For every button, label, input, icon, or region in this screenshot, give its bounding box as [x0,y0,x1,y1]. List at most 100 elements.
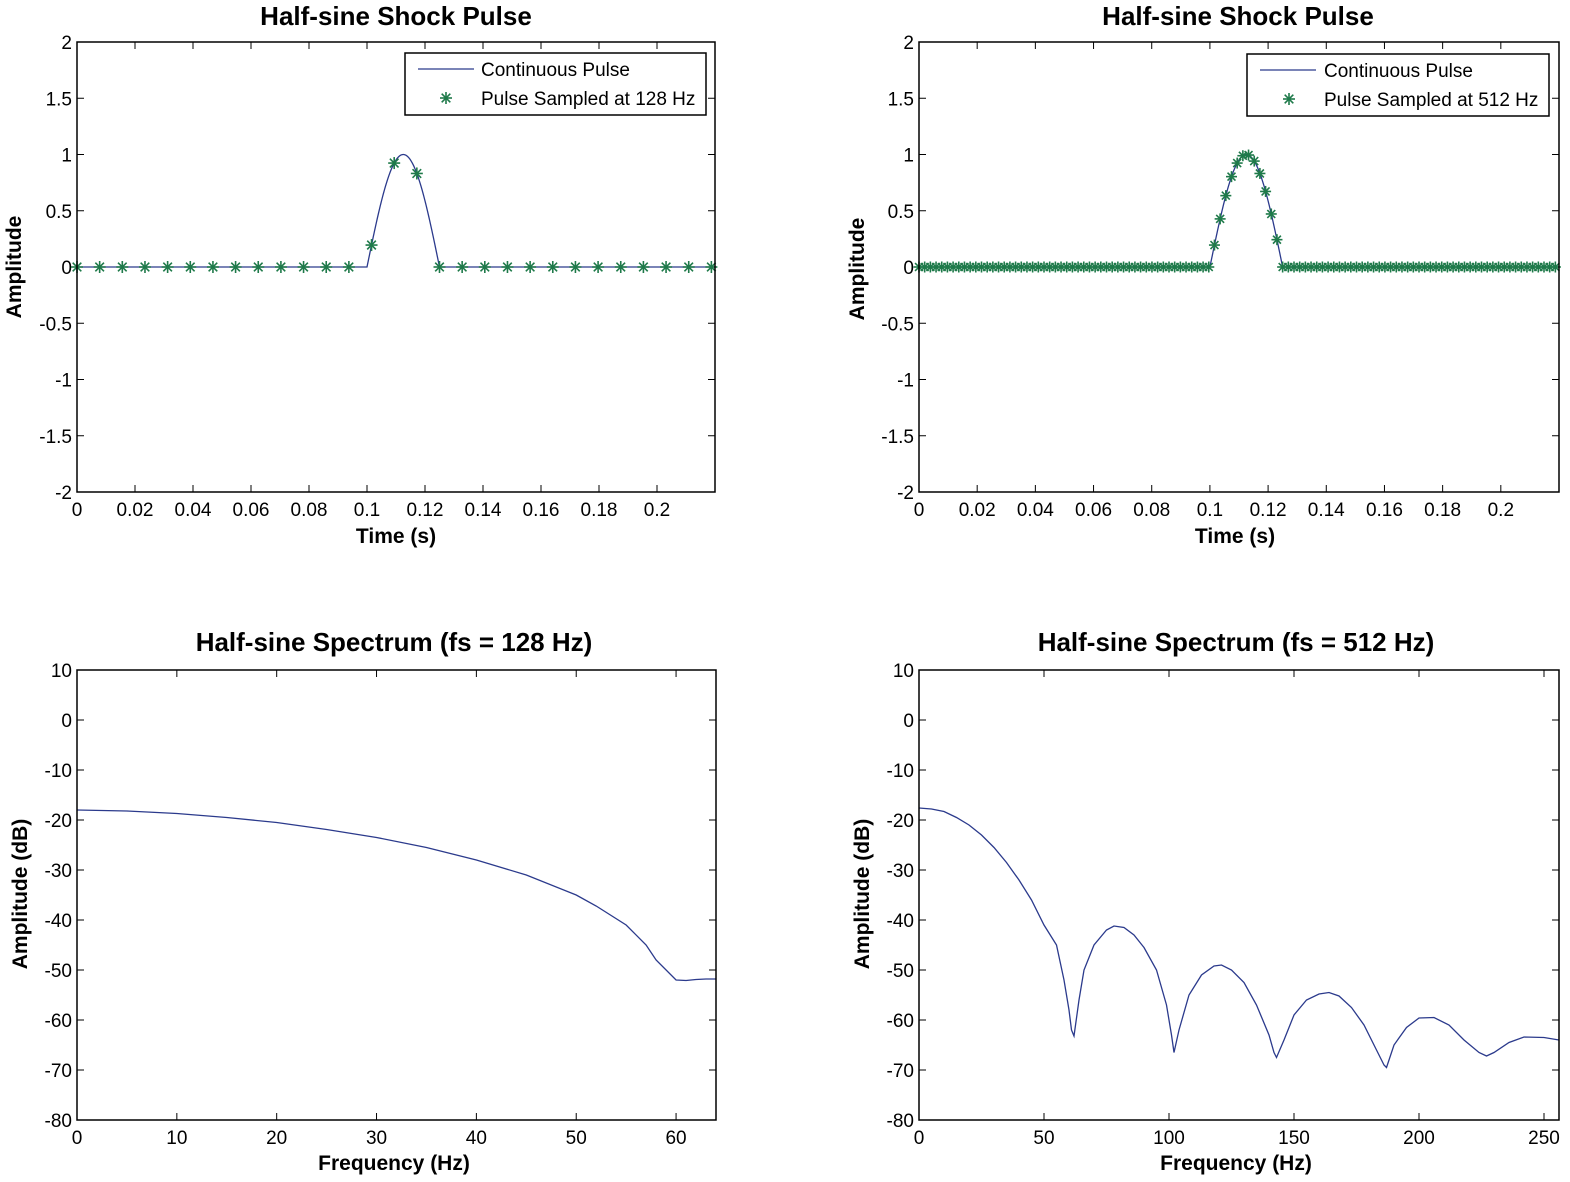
y-tick-label: -80 [887,1111,914,1132]
marker-stroke [366,240,377,250]
marker-stroke [1232,158,1242,168]
y-tick-label: 1.5 [46,89,72,110]
y-tick-label: -60 [887,1011,914,1032]
x-tick-label: 0.2 [644,500,670,521]
x-tick-label: 0 [72,1128,83,1149]
sample-point [252,261,265,273]
x-tick-label: 0.08 [291,500,328,521]
x-tick-label: 20 [266,1128,287,1149]
sample-point [682,261,695,273]
x-tick-label: 0 [914,500,925,521]
axis-ticks: 0 10 20 30 40 50 60 10 0 -10 -20 -30 -40 -50 -60 -70 -80 [45,661,716,1149]
y-axis-label: Amplitude [3,216,26,319]
sample-point [184,261,197,273]
legend-entry-sampled: Pulse Sampled at 128 Hz [481,89,695,110]
sample-point [433,261,446,273]
marker-stroke [434,262,445,272]
axis-ticks: 0 0.02 0.04 0.06 0.08 0.1 0.12 0.14 0.16 0.18 0.2 2… [39,33,715,521]
marker-stroke [638,262,649,272]
y-tick-label: 0 [61,711,72,732]
x-tick-label: 0.02 [959,500,996,521]
chart-title: Half-sine Shock Pulse [260,1,532,31]
y-tick-label: 0.5 [46,202,72,223]
y-axis-label: Amplitude [846,218,869,321]
marker-stroke [593,262,603,272]
axes-frame [918,669,1560,1121]
y-tick-label: -10 [45,761,72,782]
marker-stroke [1204,262,1214,272]
marker-stroke [615,262,626,272]
y-tick-label: -1.5 [881,427,914,448]
x-tick-label: 10 [166,1128,187,1149]
panel-pulse-128: Half-sine Shock Pulse Time (s) Amplitude… [3,1,718,548]
x-tick-label: 0.06 [233,500,270,521]
legend-box [1246,53,1550,117]
sample-point [342,261,355,273]
marker-stroke [661,262,671,272]
plot-area [913,149,1561,273]
x-tick-label: 0.18 [1424,500,1461,521]
y-tick-label: -40 [887,911,914,932]
sample-point [388,157,401,170]
x-tick-label: 0.18 [581,500,618,521]
marker-stroke [502,262,513,272]
chart-title: Half-sine Shock Pulse [1102,1,1374,31]
sample-point [501,261,514,273]
y-tick-label: -50 [887,961,914,982]
x-tick-label: 0.04 [1017,500,1054,521]
plot-area [71,153,718,273]
marker-stroke [1266,209,1276,219]
legend: Continuous Pulse Pulse Sampled at 512 Hz [1246,53,1550,117]
panel-pulse-512: Half-sine Shock Pulse Time (s) Amplitude… [846,1,1561,548]
x-tick-label: 0.1 [1197,500,1223,521]
sample-point [478,261,491,273]
y-tick-label: -70 [45,1061,72,1082]
sample-point [1248,155,1260,167]
legend: Continuous Pulse Pulse Sampled at 128 Hz [404,52,707,116]
y-tick-label: 0.5 [888,202,914,223]
chart-title: Half-sine Spectrum (fs = 128 Hz) [196,627,593,657]
marker-stroke [547,262,558,272]
marker-stroke [185,262,196,272]
sample-point [1214,213,1226,225]
y-tick-label: -80 [45,1111,72,1132]
marker-stroke [343,262,354,272]
marker-stroke [230,262,241,272]
x-axis-label: Time (s) [356,525,436,548]
marker-stroke [140,262,150,272]
legend-asterisk-marker [1283,93,1295,105]
sample-point [116,261,129,273]
marker-stroke [1209,240,1219,250]
x-tick-label: 50 [566,1128,587,1149]
x-tick-label: 0.16 [1366,500,1403,521]
plot-area [76,809,716,982]
marker-stroke [411,168,422,179]
sample-point [410,167,423,180]
marker-stroke [1261,186,1271,196]
x-tick-label: 40 [466,1128,487,1149]
y-tick-label: -50 [45,961,72,982]
marker-stroke [298,262,309,272]
legend-box [404,52,707,116]
marker-stroke [1550,262,1560,272]
series-line-continuous-pulse [77,153,715,268]
chart-title: Half-sine Spectrum (fs = 512 Hz) [1038,627,1435,657]
marker-stroke [162,262,173,272]
sample-point [297,261,310,273]
marker-stroke [1249,156,1259,166]
sample-point [1271,234,1283,246]
y-tick-label: 10 [893,661,914,682]
x-tick-label: 0.2 [1488,500,1514,521]
panel-spectrum-128: Half-sine Spectrum (fs = 128 Hz) Frequen… [9,627,717,1175]
y-tick-label: 0 [903,711,914,732]
y-tick-label: -2 [897,483,914,504]
y-tick-label: -1.5 [39,427,72,448]
sample-point [569,261,582,273]
y-tick-label: -40 [45,911,72,932]
sample-point [93,261,106,273]
legend-entry-sampled: Pulse Sampled at 512 Hz [1324,90,1538,111]
x-tick-label: 0.12 [407,500,444,521]
y-tick-label: -70 [887,1061,914,1082]
legend-marker-glyph [1283,93,1295,105]
